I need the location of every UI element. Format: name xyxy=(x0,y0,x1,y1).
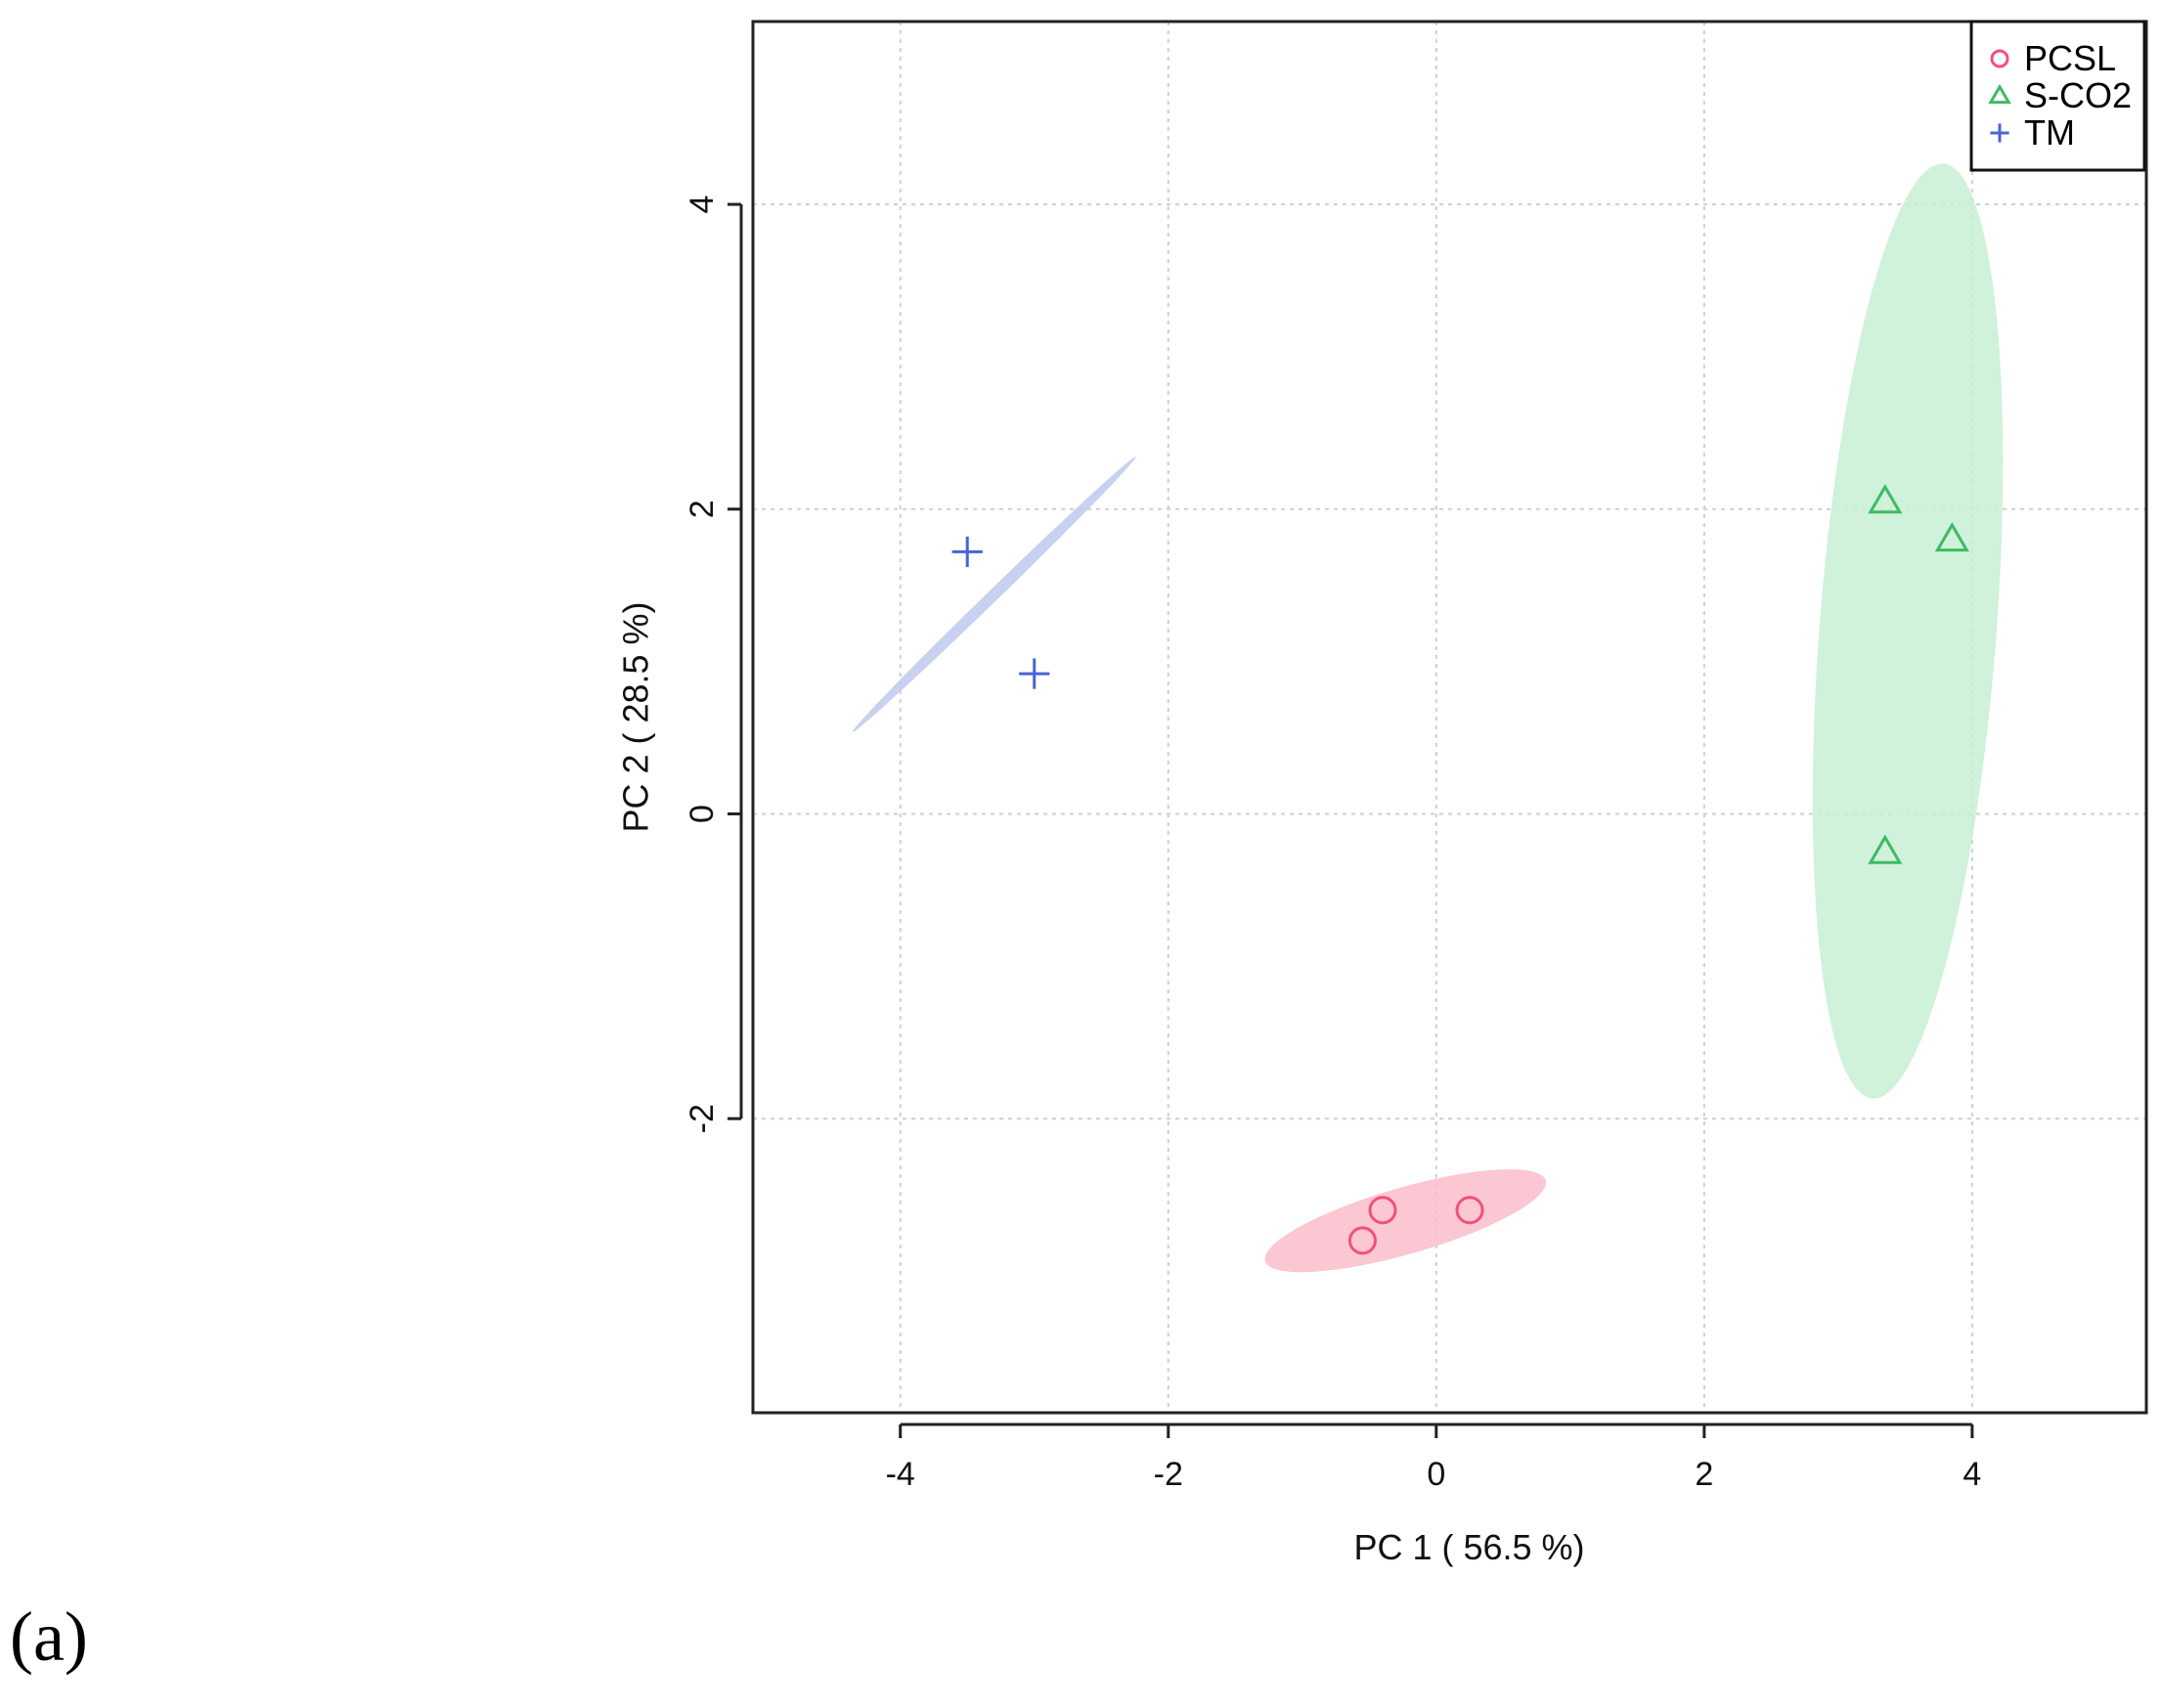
y-tick-label: 4 xyxy=(684,196,721,214)
legend-item-pcsl: PCSL xyxy=(1990,38,2116,78)
plot-frame xyxy=(751,20,2148,1415)
confidence-ellipses xyxy=(852,163,2004,1273)
axes: -4 -2 0 2 4 -2 0 2 4 xyxy=(684,196,1981,1493)
data-points xyxy=(951,484,1969,1255)
ellipse-s-co2 xyxy=(1812,163,2004,1099)
data-point-pcsl xyxy=(1368,1196,1397,1225)
data-point-tm xyxy=(951,536,983,567)
x-tick-label: 2 xyxy=(1695,1456,1713,1493)
legend-box xyxy=(1969,20,2146,172)
x-tick-label: 4 xyxy=(1963,1456,1981,1493)
panel-label: (a) xyxy=(10,1598,88,1676)
y-tick-label: 0 xyxy=(684,805,721,823)
legend-item-tm: TM xyxy=(1990,112,2075,153)
legend-item-s-co2: S-CO2 xyxy=(1988,75,2132,115)
x-axis-title: PC 1 ( 56.5 %) xyxy=(1353,1527,1584,1567)
x-tick-label: -4 xyxy=(886,1456,915,1493)
legend-label: PCSL xyxy=(2024,38,2116,78)
y-axis-title: PC 2 ( 28.5 %) xyxy=(616,601,656,832)
data-point-pcsl xyxy=(1455,1196,1484,1225)
y-tick-label: -2 xyxy=(684,1104,721,1133)
legend-marker-icon xyxy=(1990,49,2009,68)
data-point-s-co2 xyxy=(1934,521,1969,552)
legend-marker-icon xyxy=(1988,83,2011,105)
data-point-tm xyxy=(1019,658,1050,689)
data-point-s-co2 xyxy=(1868,484,1903,514)
x-tick-label: -2 xyxy=(1154,1456,1183,1493)
legend-marker-icon xyxy=(1990,123,2009,143)
data-point-pcsl xyxy=(1347,1226,1377,1255)
legend-label: TM xyxy=(2024,112,2075,153)
ellipse-pcsl xyxy=(1264,1169,1546,1273)
y-tick-label: 2 xyxy=(684,500,721,518)
data-point-s-co2 xyxy=(1868,834,1903,864)
ellipse-tm xyxy=(852,457,1136,732)
legend-label: S-CO2 xyxy=(2024,75,2132,115)
x-tick-label: 0 xyxy=(1427,1456,1445,1493)
